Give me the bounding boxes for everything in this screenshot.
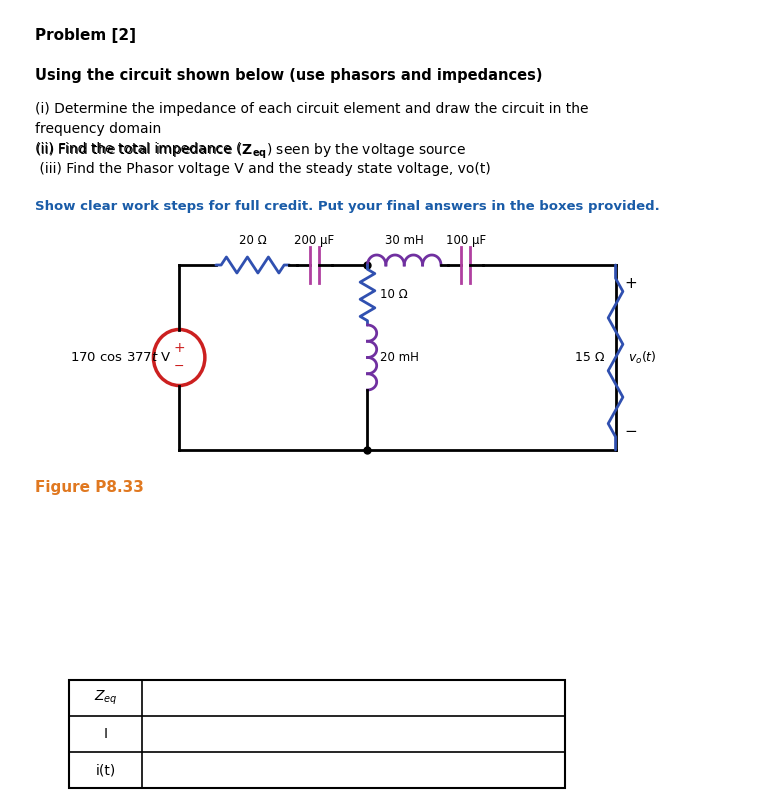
Text: Figure P8.33: Figure P8.33 — [35, 480, 144, 495]
Text: +: + — [625, 275, 637, 291]
Text: −: − — [174, 360, 184, 373]
Text: i(t): i(t) — [96, 763, 116, 777]
Bar — [69, 680, 565, 788]
Text: 30 mH: 30 mH — [385, 234, 423, 247]
Text: 170 cos 377$t$ V: 170 cos 377$t$ V — [70, 351, 172, 364]
Text: 15 Ω: 15 Ω — [575, 351, 604, 364]
Text: (ii) Find the total impedance (: (ii) Find the total impedance ( — [35, 142, 241, 156]
Text: 20 mH: 20 mH — [380, 351, 419, 364]
Text: +: + — [173, 341, 185, 356]
Text: Problem [2]: Problem [2] — [35, 28, 136, 43]
Text: $Z_{eq}$: $Z_{eq}$ — [94, 689, 118, 707]
Text: Using the circuit shown below (use phasors and impedances): Using the circuit shown below (use phaso… — [35, 68, 542, 83]
Text: (ii) Find the total impedance ($\mathbf{Z_{eq}}$) seen by the voltage source: (ii) Find the total impedance ($\mathbf{… — [35, 142, 466, 161]
Text: 20 Ω: 20 Ω — [239, 234, 267, 247]
Text: 200 μF: 200 μF — [294, 234, 335, 247]
Text: −: − — [625, 424, 637, 440]
Text: $v_o(t)$: $v_o(t)$ — [629, 349, 657, 366]
Text: 10 Ω: 10 Ω — [380, 288, 408, 302]
Text: (iii) Find the Phasor voltage V and the steady state voltage, vo(t): (iii) Find the Phasor voltage V and the … — [35, 162, 490, 176]
Text: Show clear work steps for full credit. Put your final answers in the boxes provi: Show clear work steps for full credit. P… — [35, 200, 659, 213]
Text: I: I — [104, 727, 108, 741]
Text: 100 μF: 100 μF — [445, 234, 486, 247]
Text: (i) Determine the impedance of each circuit element and draw the circuit in the: (i) Determine the impedance of each circ… — [35, 102, 588, 116]
Text: frequency domain: frequency domain — [35, 122, 161, 136]
